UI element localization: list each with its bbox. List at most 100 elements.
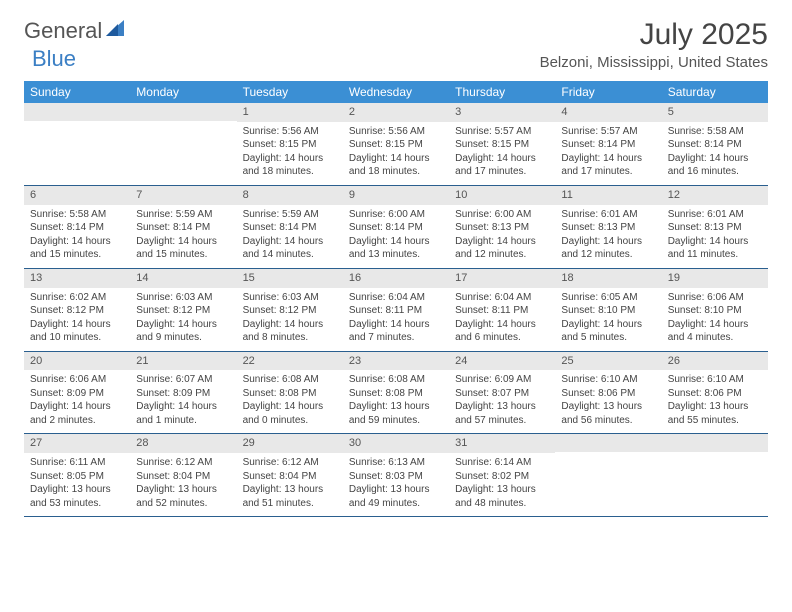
sunset-text: Sunset: 8:11 PM <box>455 304 549 318</box>
daylight-text: Daylight: 14 hours <box>561 235 655 249</box>
day-number: 12 <box>662 186 768 205</box>
calendar-cell: 26Sunrise: 6:10 AMSunset: 8:06 PMDayligh… <box>662 352 768 435</box>
sunrise-text: Sunrise: 5:57 AM <box>561 125 655 139</box>
title-block: July 2025 Belzoni, Mississippi, United S… <box>540 18 768 71</box>
week-row: 1Sunrise: 5:56 AMSunset: 8:15 PMDaylight… <box>24 103 768 186</box>
daylight-text: Daylight: 13 hours <box>136 483 230 497</box>
sunset-text: Sunset: 8:14 PM <box>243 221 337 235</box>
sunrise-text: Sunrise: 5:58 AM <box>668 125 762 139</box>
daylight-text: Daylight: 13 hours <box>243 483 337 497</box>
sunset-text: Sunset: 8:10 PM <box>668 304 762 318</box>
day-number: 13 <box>24 269 130 288</box>
sunrise-text: Sunrise: 6:00 AM <box>455 208 549 222</box>
calendar-cell: 1Sunrise: 5:56 AMSunset: 8:15 PMDaylight… <box>237 103 343 186</box>
daylight-text: and 13 minutes. <box>349 248 443 262</box>
sunset-text: Sunset: 8:14 PM <box>30 221 124 235</box>
sunrise-text: Sunrise: 6:00 AM <box>349 208 443 222</box>
cell-body <box>662 452 768 512</box>
cell-body: Sunrise: 6:02 AMSunset: 8:12 PMDaylight:… <box>24 288 130 351</box>
calendar-cell: 5Sunrise: 5:58 AMSunset: 8:14 PMDaylight… <box>662 103 768 186</box>
calendar-cell: 21Sunrise: 6:07 AMSunset: 8:09 PMDayligh… <box>130 352 236 435</box>
sunrise-text: Sunrise: 5:59 AM <box>243 208 337 222</box>
day-number: 3 <box>449 103 555 122</box>
daylight-text: and 8 minutes. <box>243 331 337 345</box>
sunset-text: Sunset: 8:04 PM <box>243 470 337 484</box>
sunset-text: Sunset: 8:08 PM <box>243 387 337 401</box>
sunrise-text: Sunrise: 6:06 AM <box>668 291 762 305</box>
calendar-cell: 14Sunrise: 6:03 AMSunset: 8:12 PMDayligh… <box>130 269 236 352</box>
calendar-cell: 2Sunrise: 5:56 AMSunset: 8:15 PMDaylight… <box>343 103 449 186</box>
daylight-text: and 6 minutes. <box>455 331 549 345</box>
cell-body: Sunrise: 5:58 AMSunset: 8:14 PMDaylight:… <box>24 205 130 268</box>
cell-body: Sunrise: 6:06 AMSunset: 8:09 PMDaylight:… <box>24 370 130 433</box>
sunset-text: Sunset: 8:13 PM <box>455 221 549 235</box>
daylight-text: and 16 minutes. <box>668 165 762 179</box>
calendar-cell: 12Sunrise: 6:01 AMSunset: 8:13 PMDayligh… <box>662 186 768 269</box>
sunrise-text: Sunrise: 6:12 AM <box>243 456 337 470</box>
calendar-cell: 24Sunrise: 6:09 AMSunset: 8:07 PMDayligh… <box>449 352 555 435</box>
day-header: Saturday <box>662 81 768 103</box>
daylight-text: and 7 minutes. <box>349 331 443 345</box>
sunrise-text: Sunrise: 6:04 AM <box>455 291 549 305</box>
day-number: 31 <box>449 434 555 453</box>
cell-body: Sunrise: 6:09 AMSunset: 8:07 PMDaylight:… <box>449 370 555 433</box>
sunset-text: Sunset: 8:15 PM <box>455 138 549 152</box>
day-number: 21 <box>130 352 236 371</box>
month-title: July 2025 <box>540 18 768 52</box>
day-number <box>662 434 768 452</box>
daylight-text: Daylight: 14 hours <box>668 318 762 332</box>
calendar-cell: 29Sunrise: 6:12 AMSunset: 8:04 PMDayligh… <box>237 434 343 517</box>
sunrise-text: Sunrise: 6:13 AM <box>349 456 443 470</box>
daylight-text: and 1 minute. <box>136 414 230 428</box>
cell-body: Sunrise: 6:03 AMSunset: 8:12 PMDaylight:… <box>237 288 343 351</box>
daylight-text: Daylight: 14 hours <box>455 318 549 332</box>
day-number: 26 <box>662 352 768 371</box>
daylight-text: and 0 minutes. <box>243 414 337 428</box>
sunset-text: Sunset: 8:13 PM <box>668 221 762 235</box>
calendar-cell: 11Sunrise: 6:01 AMSunset: 8:13 PMDayligh… <box>555 186 661 269</box>
calendar-cell: 3Sunrise: 5:57 AMSunset: 8:15 PMDaylight… <box>449 103 555 186</box>
day-header: Monday <box>130 81 236 103</box>
daylight-text: and 10 minutes. <box>30 331 124 345</box>
daylight-text: Daylight: 14 hours <box>561 318 655 332</box>
sunset-text: Sunset: 8:14 PM <box>561 138 655 152</box>
logo-text-blue-wrap: Blue <box>32 46 76 72</box>
daylight-text: and 15 minutes. <box>136 248 230 262</box>
day-header: Tuesday <box>237 81 343 103</box>
day-number: 19 <box>662 269 768 288</box>
daylight-text: Daylight: 14 hours <box>136 318 230 332</box>
calendar-cell: 9Sunrise: 6:00 AMSunset: 8:14 PMDaylight… <box>343 186 449 269</box>
day-number <box>130 103 236 121</box>
daylight-text: Daylight: 14 hours <box>30 318 124 332</box>
daylight-text: and 4 minutes. <box>668 331 762 345</box>
daylight-text: and 17 minutes. <box>455 165 549 179</box>
daylight-text: and 14 minutes. <box>243 248 337 262</box>
daylight-text: and 56 minutes. <box>561 414 655 428</box>
sunrise-text: Sunrise: 5:59 AM <box>136 208 230 222</box>
day-number: 5 <box>662 103 768 122</box>
sunset-text: Sunset: 8:12 PM <box>30 304 124 318</box>
daylight-text: and 12 minutes. <box>561 248 655 262</box>
daylight-text: Daylight: 14 hours <box>668 235 762 249</box>
sunset-text: Sunset: 8:13 PM <box>561 221 655 235</box>
cell-body: Sunrise: 6:11 AMSunset: 8:05 PMDaylight:… <box>24 453 130 516</box>
cell-body: Sunrise: 6:13 AMSunset: 8:03 PMDaylight:… <box>343 453 449 516</box>
sunrise-text: Sunrise: 6:05 AM <box>561 291 655 305</box>
daylight-text: and 15 minutes. <box>30 248 124 262</box>
daylight-text: and 51 minutes. <box>243 497 337 511</box>
daylight-text: and 9 minutes. <box>136 331 230 345</box>
calendar-cell: 13Sunrise: 6:02 AMSunset: 8:12 PMDayligh… <box>24 269 130 352</box>
day-number <box>555 434 661 452</box>
cell-body: Sunrise: 6:01 AMSunset: 8:13 PMDaylight:… <box>662 205 768 268</box>
day-number: 16 <box>343 269 449 288</box>
day-number: 22 <box>237 352 343 371</box>
day-number: 9 <box>343 186 449 205</box>
calendar-cell: 27Sunrise: 6:11 AMSunset: 8:05 PMDayligh… <box>24 434 130 517</box>
cell-body: Sunrise: 6:12 AMSunset: 8:04 PMDaylight:… <box>130 453 236 516</box>
sunrise-text: Sunrise: 6:07 AM <box>136 373 230 387</box>
calendar-cell: 6Sunrise: 5:58 AMSunset: 8:14 PMDaylight… <box>24 186 130 269</box>
sunset-text: Sunset: 8:05 PM <box>30 470 124 484</box>
daylight-text: and 53 minutes. <box>30 497 124 511</box>
calendar-cell: 4Sunrise: 5:57 AMSunset: 8:14 PMDaylight… <box>555 103 661 186</box>
cell-body: Sunrise: 6:00 AMSunset: 8:14 PMDaylight:… <box>343 205 449 268</box>
